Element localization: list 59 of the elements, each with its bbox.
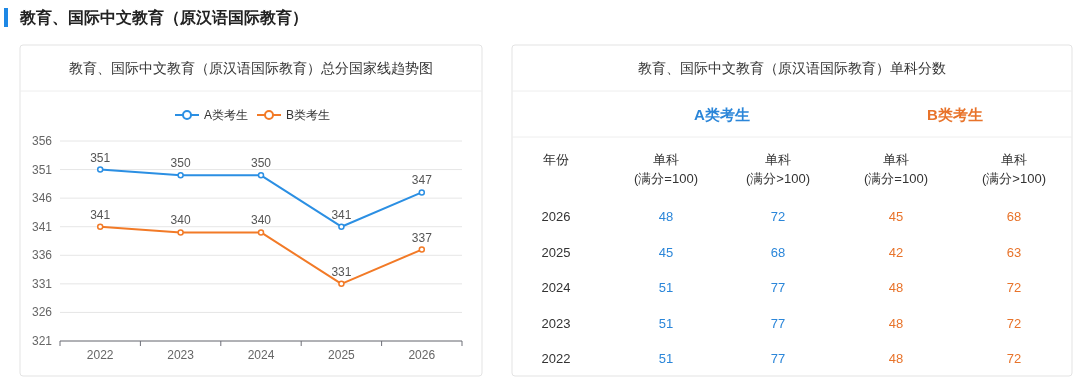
y-tick-label: 326	[31, 305, 53, 320]
x-tick-label: 2023	[167, 348, 195, 362]
data-label: 48	[658, 209, 674, 224]
data-label: 72	[1006, 316, 1022, 331]
data-label: 63	[1006, 245, 1022, 260]
data-label: 77	[770, 280, 786, 295]
text: B类考生	[927, 106, 983, 123]
data-label: 341	[331, 207, 352, 222]
y-axis-title: 年份	[543, 152, 569, 167]
y-tick-label: 2025	[541, 245, 571, 260]
data-label: 351	[90, 150, 111, 165]
data-label: 347	[411, 173, 433, 188]
data-label: 48	[888, 280, 904, 295]
text: A类考生	[694, 106, 750, 123]
data-label: 340	[250, 213, 272, 228]
data-label: 48	[888, 316, 904, 331]
data-label: 48	[888, 351, 904, 366]
data-label: 42	[888, 245, 904, 260]
x-tick-label: 单科 (满分=100)	[634, 152, 698, 186]
y-tick-label: 351	[31, 162, 53, 177]
x-tick-label: 单科 (满分>100)	[746, 152, 810, 186]
y-tick-label: 331	[31, 276, 53, 291]
data-label: 331	[331, 264, 352, 279]
y-tick-label: 346	[31, 191, 53, 206]
y-tick-label: 336	[31, 248, 53, 263]
y-tick-label: 2026	[541, 209, 571, 224]
data-label: 51	[658, 280, 674, 295]
data-label: 77	[770, 316, 786, 331]
data-label: 45	[888, 209, 904, 224]
data-label: 72	[1006, 351, 1022, 366]
data-label: 341	[90, 207, 111, 222]
text: 教育、国际中文教育（原汉语国际教育）	[19, 8, 308, 27]
data-label: 337	[411, 230, 433, 245]
x-tick-label: 单科 (满分>100)	[982, 152, 1046, 186]
data-label: 340	[170, 213, 191, 228]
data-label: 350	[250, 156, 272, 171]
x-tick-label: 2022	[86, 348, 114, 362]
chart-title: 教育、国际中文教育（原汉语国际教育）单科分数	[638, 60, 946, 76]
legend-label: B类考生	[286, 108, 331, 122]
data-label: 72	[1006, 280, 1022, 295]
x-tick-label: 2024	[247, 348, 275, 362]
data-label: 51	[658, 316, 674, 331]
y-tick-label: 341	[31, 219, 53, 234]
y-tick-label: 2024	[541, 280, 571, 295]
data-label: 350	[170, 156, 191, 171]
data-label: 68	[770, 245, 786, 260]
data-label: 51	[658, 351, 674, 366]
data-label: 45	[658, 245, 674, 260]
y-tick-label: 321	[31, 334, 53, 348]
chart-title: 教育、国际中文教育（原汉语国际教育）总分国家线趋势图	[69, 60, 433, 76]
data-label: 72	[770, 209, 786, 224]
x-tick-label: 2025	[328, 348, 356, 362]
data-label: 68	[1006, 209, 1022, 224]
y-tick-label: 356	[31, 134, 53, 148]
data-label: 77	[770, 351, 786, 366]
x-tick-label: 单科 (满分=100)	[864, 152, 928, 186]
legend-label: A类考生	[204, 108, 249, 122]
y-tick-label: 2023	[541, 316, 571, 331]
x-tick-label: 2026	[408, 348, 436, 362]
